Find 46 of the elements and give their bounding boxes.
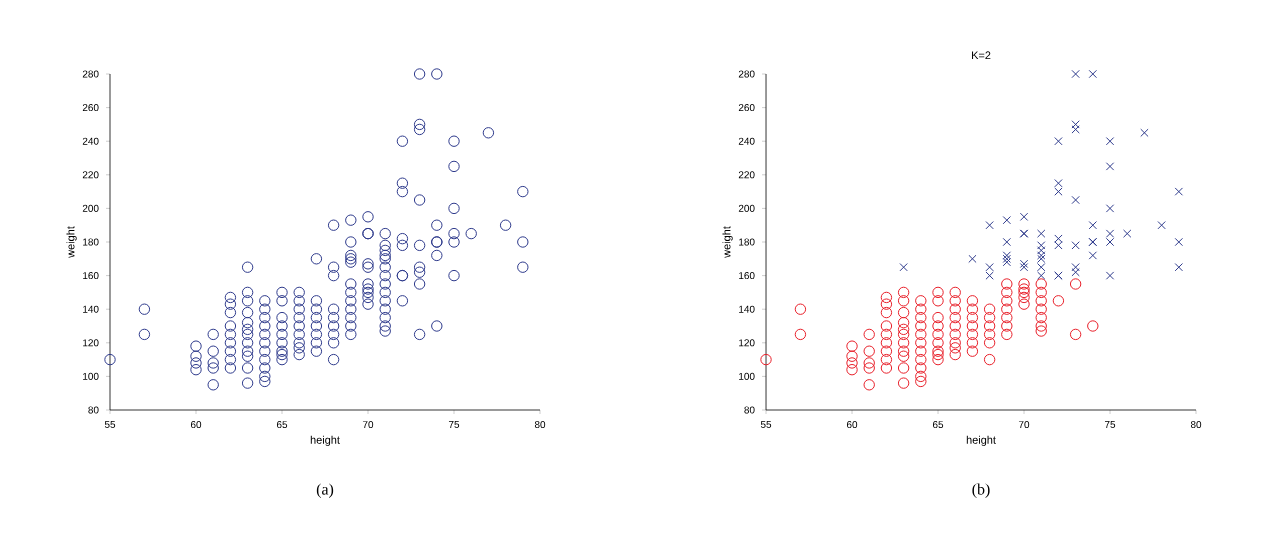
point: [1174, 187, 1183, 196]
point: [1140, 128, 1149, 137]
point: [1037, 271, 1046, 280]
point: [1174, 237, 1183, 247]
point: [1071, 241, 1080, 250]
point: [899, 263, 908, 272]
point: [1002, 237, 1011, 247]
point: [1088, 69, 1097, 79]
point: [1037, 251, 1046, 260]
point: [1105, 162, 1115, 171]
point: [1071, 195, 1080, 205]
point: [1002, 257, 1011, 267]
point: [1037, 241, 1046, 250]
point: [1174, 263, 1183, 272]
point: [1157, 221, 1166, 230]
point: [1071, 120, 1080, 129]
point: [1054, 137, 1063, 146]
point: [1002, 254, 1011, 263]
point: [985, 263, 994, 272]
point: [1002, 251, 1011, 260]
point: [1054, 179, 1063, 188]
point: [1105, 271, 1115, 280]
point: [1037, 246, 1046, 255]
point: [1054, 187, 1063, 196]
point: [1071, 263, 1080, 272]
point: [1088, 251, 1097, 260]
point: [1088, 221, 1097, 230]
point: [1105, 137, 1115, 146]
point: [1071, 268, 1080, 277]
point: [1054, 241, 1063, 250]
point: [985, 221, 994, 230]
point: [1105, 204, 1115, 213]
point: [985, 271, 994, 280]
point: [968, 254, 977, 263]
point: [1002, 215, 1011, 225]
point: [1071, 125, 1080, 134]
point: [1071, 69, 1080, 79]
point: [1019, 212, 1029, 221]
point: [1037, 229, 1046, 238]
point: [1019, 259, 1029, 269]
point: [1105, 229, 1115, 238]
point: [1054, 234, 1063, 243]
point: [1123, 229, 1132, 238]
point: [1037, 254, 1046, 263]
point: [1019, 263, 1029, 272]
point: [1037, 263, 1046, 272]
